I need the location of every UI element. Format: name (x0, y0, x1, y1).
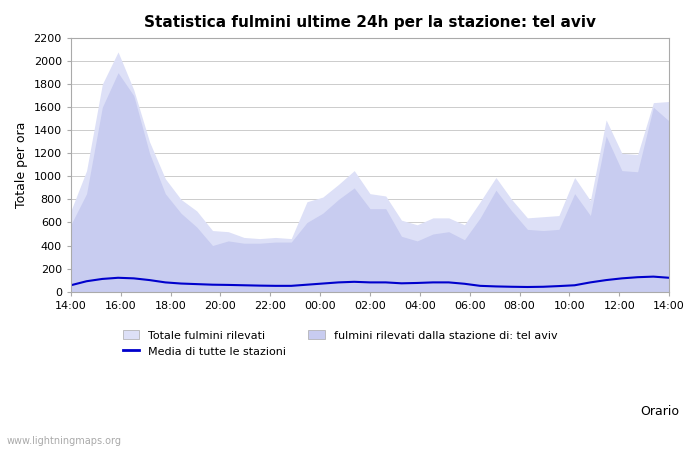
Y-axis label: Totale per ora: Totale per ora (15, 122, 28, 208)
Text: Orario: Orario (640, 405, 679, 418)
Legend: Totale fulmini rilevati, Media di tutte le stazioni, fulmini rilevati dalla staz: Totale fulmini rilevati, Media di tutte … (117, 324, 563, 362)
Title: Statistica fulmini ultime 24h per la stazione: tel aviv: Statistica fulmini ultime 24h per la sta… (144, 15, 596, 30)
Text: www.lightningmaps.org: www.lightningmaps.org (7, 436, 122, 446)
